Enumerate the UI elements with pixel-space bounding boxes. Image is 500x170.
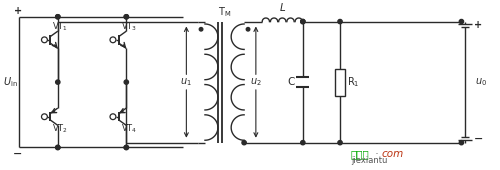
Text: jiexiantu: jiexiantu bbox=[351, 156, 388, 165]
Text: L: L bbox=[280, 3, 285, 13]
Circle shape bbox=[200, 28, 203, 31]
Circle shape bbox=[460, 141, 464, 145]
Text: $U_{\rm in}$: $U_{\rm in}$ bbox=[3, 75, 18, 89]
Circle shape bbox=[124, 80, 128, 84]
Circle shape bbox=[338, 19, 342, 24]
Text: VT$_2$: VT$_2$ bbox=[52, 123, 68, 135]
Circle shape bbox=[124, 15, 128, 19]
Text: −: − bbox=[474, 134, 484, 144]
Circle shape bbox=[300, 141, 305, 145]
Circle shape bbox=[56, 145, 60, 150]
Circle shape bbox=[56, 80, 60, 84]
Text: $u_1$: $u_1$ bbox=[180, 76, 192, 88]
Text: ·: · bbox=[374, 148, 378, 161]
Circle shape bbox=[242, 141, 246, 145]
Text: VT$_4$: VT$_4$ bbox=[121, 123, 137, 135]
Text: com: com bbox=[382, 149, 404, 159]
Text: −: − bbox=[14, 148, 22, 158]
Text: +: + bbox=[474, 20, 482, 30]
Text: VT$_3$: VT$_3$ bbox=[121, 20, 137, 33]
Text: 接线图: 接线图 bbox=[350, 149, 369, 159]
FancyBboxPatch shape bbox=[334, 69, 345, 96]
Circle shape bbox=[56, 15, 60, 19]
Text: VT$_1$: VT$_1$ bbox=[52, 20, 68, 33]
Text: $u_0$: $u_0$ bbox=[475, 76, 487, 88]
Circle shape bbox=[338, 141, 342, 145]
Text: R$_1$: R$_1$ bbox=[348, 75, 360, 89]
Circle shape bbox=[124, 145, 128, 150]
Text: T$_{\rm M}$: T$_{\rm M}$ bbox=[218, 5, 231, 19]
Text: C: C bbox=[287, 77, 294, 87]
Circle shape bbox=[460, 19, 464, 24]
Circle shape bbox=[56, 15, 60, 19]
Text: +: + bbox=[14, 6, 22, 16]
Circle shape bbox=[124, 15, 128, 19]
Circle shape bbox=[124, 145, 128, 150]
Circle shape bbox=[300, 19, 305, 24]
Text: $u_2$: $u_2$ bbox=[250, 76, 262, 88]
Circle shape bbox=[300, 19, 305, 24]
Circle shape bbox=[56, 145, 60, 150]
Circle shape bbox=[246, 28, 250, 31]
